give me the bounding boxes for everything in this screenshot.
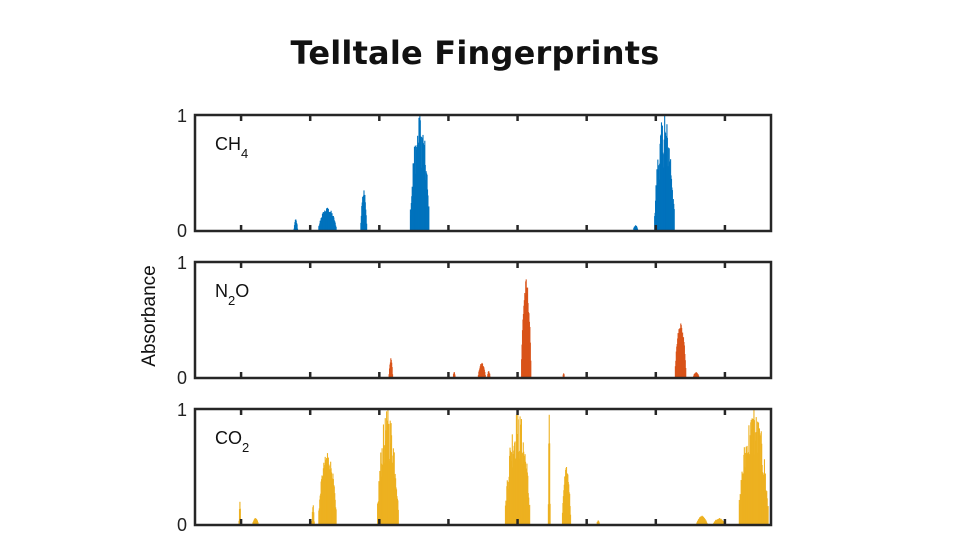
panel-1: 1 0 N2O (177, 253, 773, 388)
y-tick-label-bottom-2: 0 (177, 515, 187, 535)
spectrum-2 (238, 409, 769, 525)
spectrum-1 (388, 279, 700, 378)
series-label-0: CH4 (215, 134, 248, 161)
y-tick-label-top-1: 1 (177, 253, 187, 273)
series-label-1: N2O (215, 281, 249, 308)
peak-2-6 (547, 414, 551, 525)
series-label-name-2: CO (215, 428, 242, 448)
chart-title: Telltale Fingerprints (290, 34, 660, 72)
peak-2-7 (561, 467, 572, 525)
peak-0-4 (654, 115, 675, 231)
peak-0-2 (360, 190, 368, 231)
panel-0: 1 0 CH4 (177, 106, 773, 241)
peak-0-0 (293, 219, 299, 231)
peak-1-6 (674, 323, 687, 378)
series-label-name-1: N (215, 281, 228, 301)
y-tick-label-top-0: 1 (177, 106, 187, 126)
spectrum-0 (293, 115, 675, 231)
peak-2-3 (318, 453, 337, 525)
series-label-name-0: CH (215, 134, 241, 154)
y-tick-label-bottom-0: 0 (177, 221, 187, 241)
peak-1-0 (388, 358, 394, 378)
y-tick-label-bottom-1: 0 (177, 368, 187, 388)
peak-1-4 (521, 279, 532, 378)
series-label-subscript-0: 4 (241, 146, 248, 161)
series-label-subscript-2: 2 (242, 440, 249, 455)
peak-0-3 (409, 115, 430, 231)
peak-2-5 (504, 409, 531, 525)
panel-frame-0 (193, 113, 773, 233)
panel-frame-2 (193, 407, 773, 527)
y-tick-label-top-2: 1 (177, 400, 187, 420)
panel-frame-1 (193, 260, 773, 380)
peak-0-1 (318, 207, 337, 231)
peak-2-2 (311, 505, 315, 525)
peak-2-4 (377, 409, 399, 525)
series-label-2: CO2 (215, 428, 249, 455)
peak-2-9 (696, 515, 708, 525)
panel-2: 1 0 CO2 (177, 400, 773, 535)
peak-1-2 (477, 362, 486, 378)
series-label-suffix-1: O (235, 281, 249, 301)
series-label-subscript-1: 2 (228, 293, 235, 308)
peak-2-11 (738, 409, 769, 525)
